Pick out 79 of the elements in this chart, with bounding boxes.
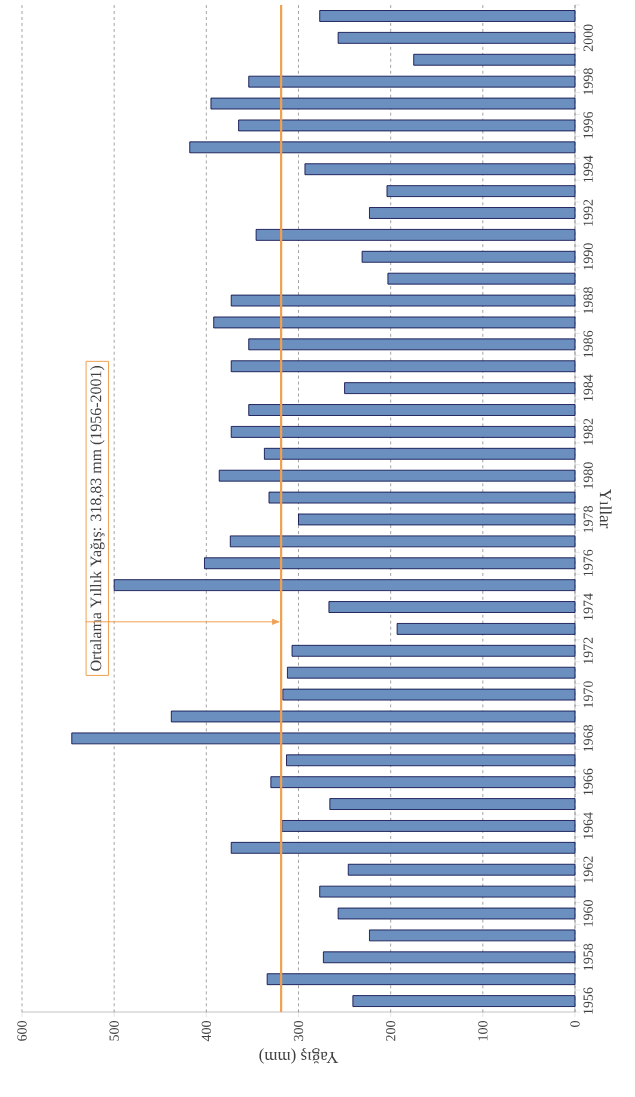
x-axis-title: Yağış (mm) [259,1048,339,1064]
bar [189,141,576,154]
bar [328,601,576,613]
bar [230,360,576,373]
bar [170,710,576,723]
y-tick-label: 1998 [583,68,593,95]
bar [238,119,576,132]
bar [218,469,576,482]
bar [413,53,576,66]
x-tick-label: 500 [109,1021,119,1041]
bar [329,798,576,810]
ref-line-label: Ortalama Yıllık Yağış: 318,83 mm (1956-2001) [90,366,105,671]
y-tick-label: 1970 [583,681,593,708]
y-tick-label: 1966 [583,768,593,795]
bar [71,732,576,745]
bar [248,338,576,351]
bar [255,229,576,241]
bar [337,32,576,44]
bar [210,97,576,110]
bar [347,863,576,876]
y-tick-label: 1990 [583,243,593,270]
bar [337,907,576,920]
bar [286,754,576,767]
bar [213,316,576,329]
y-tick-label: 1972 [583,637,593,664]
x-tick-label: 300 [293,1021,304,1041]
bar [304,163,576,176]
bar [287,666,576,679]
y-tick-label: 1978 [583,506,593,533]
bar [386,185,576,197]
y-tick-label: 1986 [583,330,593,358]
bar [344,382,576,394]
bar [266,973,576,986]
y-tick-label: 1976 [583,549,593,576]
bar [319,885,576,898]
y-tick-label: 1996 [583,111,593,139]
y-tick-label: 1968 [583,724,593,752]
bar [204,557,576,570]
x-tick-label: 600 [17,1021,27,1041]
bar [361,250,576,263]
x-tick-label: 100 [478,1021,488,1041]
y-tick-label: 1988 [583,287,593,314]
bar [230,841,576,854]
bar [387,272,576,285]
y-tick-label: 1994 [583,155,593,182]
y-tick-label: 1964 [583,812,593,839]
bar [322,951,576,964]
bar [298,513,576,526]
y-tick-label: 1974 [583,593,593,620]
bar [282,688,576,701]
bar [291,644,576,657]
bar [248,404,576,416]
bar [263,447,576,460]
bar [268,491,576,504]
y-tick-label: 1982 [583,418,593,445]
y-tick-label: 1956 [583,987,593,1014]
bar [352,995,576,1007]
y-tick-label: 1958 [583,943,593,971]
bar [230,294,576,307]
x-tick-label: 0 [570,1021,580,1027]
bar [230,426,576,438]
y-tick-label: 1960 [583,900,593,927]
y-tick-label: 1980 [583,462,593,489]
bar [369,207,576,219]
y-tick-label: 1984 [583,374,593,401]
x-tick-label: 200 [385,1021,396,1041]
bar [113,579,576,592]
y-tick-label: 1992 [583,199,593,226]
bar [248,75,576,88]
x-tick-label: 400 [201,1021,212,1042]
bar [369,929,576,942]
bar [396,623,576,635]
bar [270,776,576,789]
bar [281,820,576,832]
bar [319,10,576,22]
y-tick-label: 2000 [583,24,593,52]
bar [229,535,576,548]
y-axis-title: Yıllar [599,488,612,529]
y-tick-label: 1962 [583,856,593,883]
